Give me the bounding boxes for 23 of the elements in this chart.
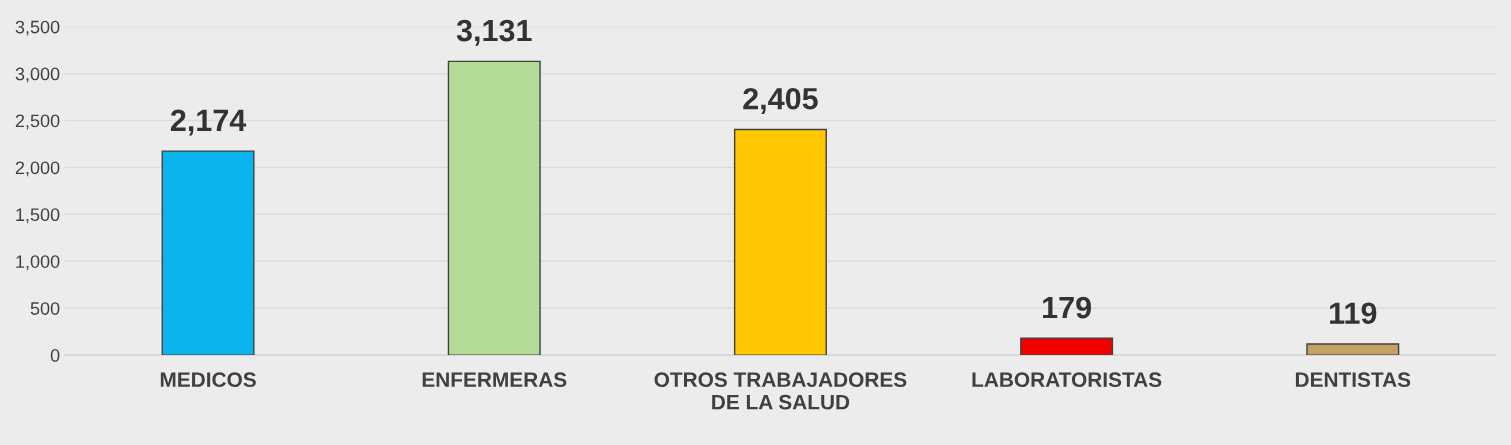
y-tick-label: 3,500 bbox=[15, 20, 60, 36]
y-tick-label: 500 bbox=[30, 302, 60, 315]
data-label: 2,405 bbox=[743, 87, 818, 114]
x-tick-label: OTROS TRABAJADORES DE LA SALUD bbox=[654, 372, 907, 410]
y-tick-label: 1,500 bbox=[16, 208, 60, 224]
bar bbox=[1306, 343, 1400, 356]
bar bbox=[733, 128, 827, 356]
data-label: 119 bbox=[1330, 302, 1377, 325]
x-tick-label: MEDICOS bbox=[160, 372, 256, 388]
data-label: 179 bbox=[1043, 296, 1091, 319]
x-tick-label: LABORATORISTAS bbox=[972, 372, 1162, 388]
y-tick-label: 1,000 bbox=[16, 255, 60, 271]
y-tick-label: 2,500 bbox=[15, 114, 60, 130]
bar bbox=[1020, 337, 1114, 356]
y-tick-label: 2,000 bbox=[15, 161, 60, 177]
data-label: 2,174 bbox=[170, 109, 247, 136]
x-tick-label: ENFERMERAS bbox=[422, 372, 567, 388]
y-tick-label: 3,000 bbox=[15, 67, 60, 83]
y-tick-label: 0 bbox=[50, 349, 60, 362]
bar bbox=[447, 60, 541, 356]
bar bbox=[161, 150, 255, 356]
x-tick-label: DENTISTAS bbox=[1295, 372, 1411, 388]
data-label: 3,131 bbox=[456, 19, 532, 46]
